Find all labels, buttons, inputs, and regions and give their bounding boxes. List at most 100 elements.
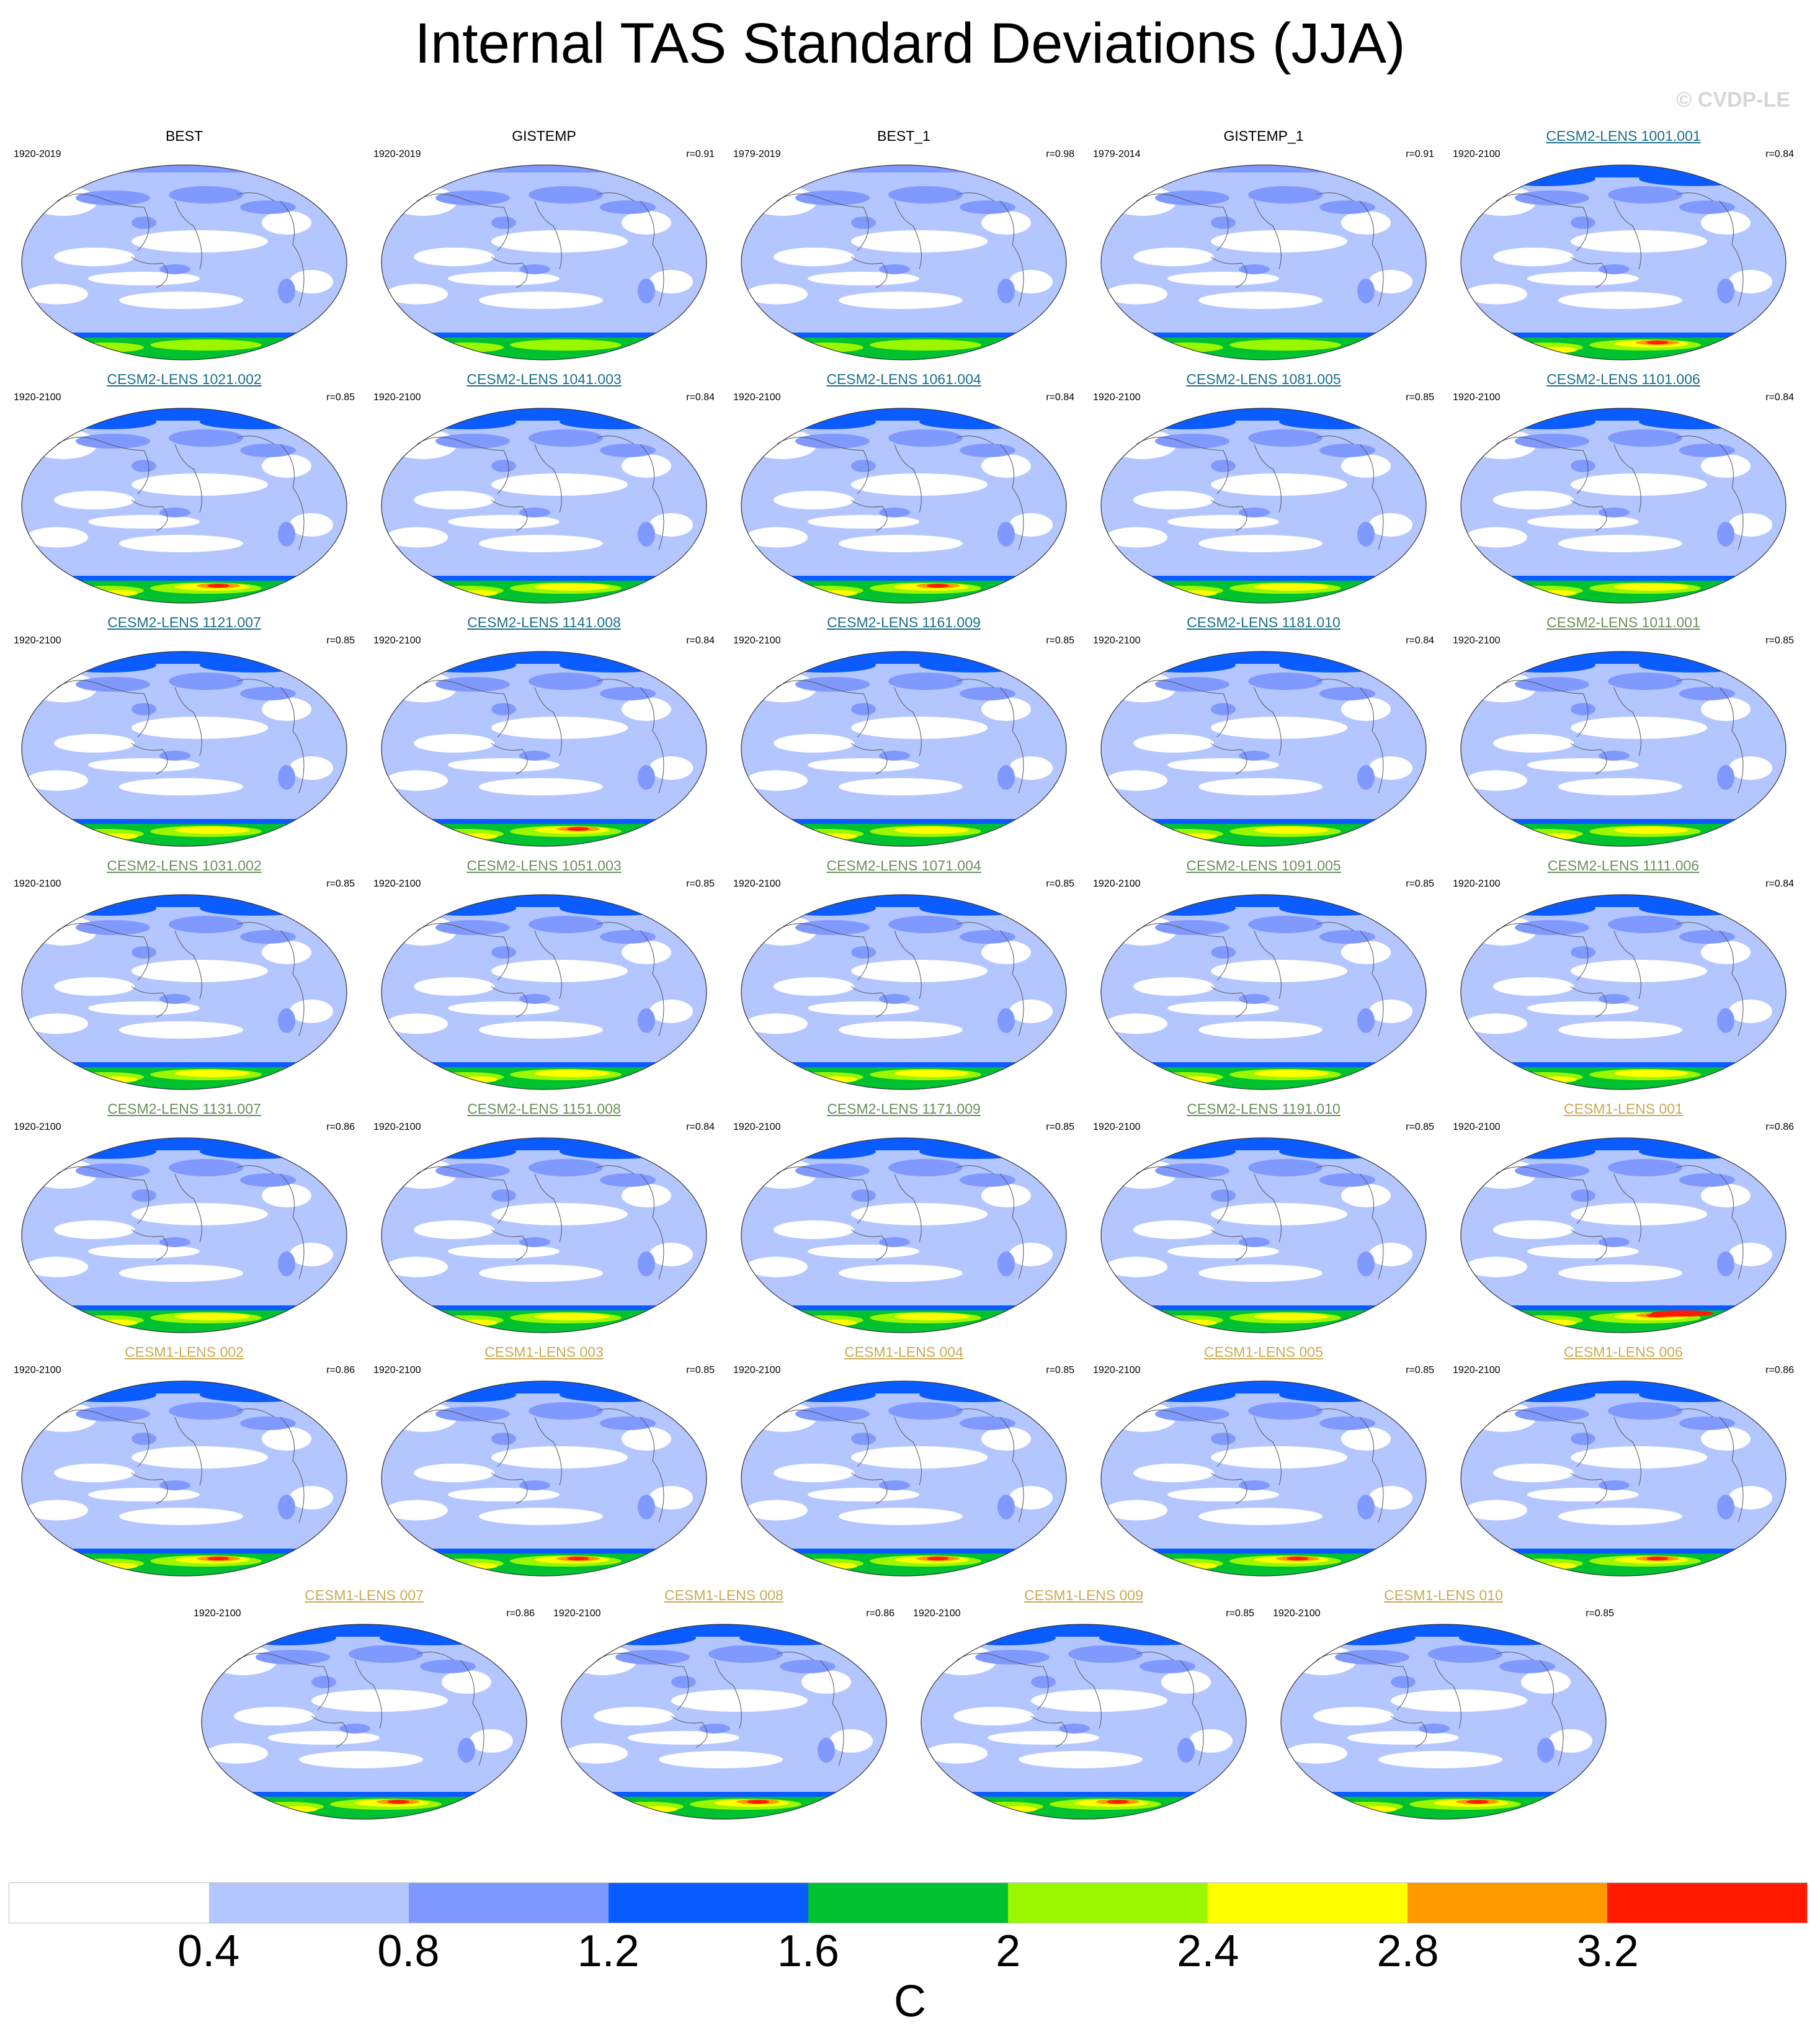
- colorbar-tick-label: 3.2: [1576, 1926, 1639, 1976]
- panel-title: CESM2-LENS 1041.003: [466, 371, 622, 387]
- world-map: [1460, 894, 1787, 1090]
- panel-pattern-correlation: r=0.85: [1406, 879, 1434, 889]
- panel-title: CESM2-LENS 1151.008: [467, 1101, 621, 1117]
- panel-pattern-correlation: r=0.85: [326, 392, 355, 403]
- map-panel: CESM2-LENS 1041.003 1920-2100 r=0.84: [368, 371, 720, 612]
- map-panel: CESM2-LENS 1111.006 1920-2100 r=0.84: [1448, 857, 1799, 1098]
- world-map: [741, 408, 1067, 604]
- panel-title: CESM1-LENS 007: [305, 1587, 424, 1603]
- colorbar-segment: [409, 1883, 609, 1923]
- map-panel: CESM2-LENS 1171.009 1920-2100 r=0.85: [728, 1101, 1079, 1341]
- panel-years: 1920-2100: [1453, 392, 1501, 403]
- panel-title: GISTEMP: [512, 128, 576, 144]
- map-panel: BEST_1 1979-2019 r=0.98: [728, 128, 1079, 369]
- map-panel: CESM2-LENS 1181.010 1920-2100 r=0.84: [1088, 614, 1439, 855]
- panel-pattern-correlation: r=0.91: [686, 149, 715, 159]
- panel-pattern-correlation: r=0.85: [1046, 879, 1074, 889]
- world-map: [1280, 1624, 1607, 1820]
- panel-pattern-correlation: r=0.84: [1406, 635, 1434, 646]
- panel-pattern-correlation: r=0.84: [1765, 879, 1794, 889]
- colorbar-segment: [9, 1883, 209, 1923]
- world-map: [741, 651, 1067, 847]
- panel-pattern-correlation: r=0.85: [326, 879, 355, 889]
- map-panel: CESM1-LENS 007 1920-2100 r=0.86: [189, 1587, 540, 1828]
- world-map: [381, 164, 707, 360]
- map-panel: CESM2-LENS 1131.007 1920-2100 r=0.86: [9, 1101, 360, 1341]
- world-map: [381, 408, 707, 604]
- world-map: [21, 164, 347, 360]
- panel-title: CESM2-LENS 1081.005: [1186, 371, 1341, 387]
- panel-years: 1920-2100: [733, 1365, 781, 1376]
- panel-title: CESM2-LENS 1031.002: [107, 857, 262, 874]
- panel-title: CESM2-LENS 1101.006: [1546, 371, 1700, 387]
- colorbar-segment: [1407, 1883, 1607, 1923]
- panel-pattern-correlation: r=0.85: [1046, 635, 1074, 646]
- colorbar-tick-label: 1.6: [777, 1926, 839, 1976]
- panel-years: 1920-2100: [1093, 879, 1141, 889]
- panel-years: 1920-2100: [1093, 1365, 1141, 1376]
- panel-title: CESM2-LENS 1021.002: [107, 371, 262, 387]
- panel-pattern-correlation: r=0.84: [1765, 149, 1794, 159]
- world-map: [741, 164, 1067, 360]
- world-map: [381, 1137, 707, 1333]
- panel-title: CESM2-LENS 1141.008: [467, 614, 621, 630]
- world-map: [1100, 164, 1427, 360]
- panel-years: 1920-2100: [373, 1122, 421, 1132]
- world-map: [381, 894, 707, 1090]
- map-panel: CESM2-LENS 1071.004 1920-2100 r=0.85: [728, 857, 1079, 1098]
- panel-title: CESM1-LENS 009: [1024, 1587, 1143, 1603]
- world-map: [1460, 408, 1787, 604]
- panel-title: CESM1-LENS 005: [1204, 1344, 1323, 1360]
- panel-years: 1920-2100: [373, 635, 421, 646]
- panel-years: 1920-2100: [14, 392, 61, 403]
- map-panel: CESM2-LENS 1011.001 1920-2100 r=0.85: [1448, 614, 1799, 855]
- panel-pattern-correlation: r=0.98: [1046, 149, 1074, 159]
- panel-title: BEST: [165, 128, 203, 144]
- world-map: [381, 1380, 707, 1577]
- colorbar-segment: [1607, 1883, 1807, 1923]
- watermark: © CVDP-LE: [1676, 88, 1790, 112]
- panel-title: CESM1-LENS 010: [1384, 1587, 1503, 1603]
- panel-years: 1920-2100: [373, 392, 421, 403]
- colorbar-segment: [1208, 1883, 1407, 1923]
- world-map: [1100, 408, 1427, 604]
- colorbar-tick-label: 1.2: [577, 1926, 640, 1976]
- panel-years: 1920-2100: [1093, 1122, 1141, 1132]
- colorbar-units: C: [894, 1977, 926, 2026]
- world-map: [1460, 1137, 1787, 1333]
- panel-years: 1920-2100: [1453, 635, 1501, 646]
- panel-title: CESM2-LENS 1011.001: [1546, 614, 1700, 630]
- map-panel: CESM2-LENS 1001.001 1920-2100 r=0.84: [1448, 128, 1799, 369]
- map-panel: CESM2-LENS 1081.005 1920-2100 r=0.85: [1088, 371, 1439, 612]
- panel-title: CESM1-LENS 004: [844, 1344, 963, 1360]
- colorbar-segment: [209, 1883, 409, 1923]
- panel-years: 1920-2019: [14, 149, 61, 159]
- world-map: [561, 1624, 887, 1820]
- panel-pattern-correlation: r=0.86: [866, 1608, 894, 1619]
- world-map: [1100, 651, 1427, 847]
- panel-years: 1920-2100: [1453, 879, 1501, 889]
- panel-pattern-correlation: r=0.84: [686, 392, 715, 403]
- panel-pattern-correlation: r=0.84: [1765, 392, 1794, 403]
- panel-title: CESM2-LENS 1071.004: [826, 857, 981, 874]
- panel-years: 1920-2100: [553, 1608, 601, 1619]
- colorbar: [9, 1882, 1808, 1923]
- panel-years: 1920-2100: [373, 879, 421, 889]
- colorbar-tick-label: 2: [996, 1926, 1021, 1976]
- world-map: [21, 894, 347, 1090]
- colorbar-segment: [1008, 1883, 1208, 1923]
- world-map: [381, 651, 707, 847]
- panel-years: 1920-2100: [14, 1122, 61, 1132]
- map-panel: CESM2-LENS 1191.010 1920-2100 r=0.85: [1088, 1101, 1439, 1341]
- panel-years: 1920-2100: [1453, 149, 1501, 159]
- world-map: [1460, 1380, 1787, 1577]
- panel-pattern-correlation: r=0.85: [1586, 1608, 1614, 1619]
- map-panel: CESM1-LENS 005 1920-2100 r=0.85: [1088, 1344, 1439, 1585]
- colorbar-segment: [609, 1883, 808, 1923]
- panel-pattern-correlation: r=0.85: [326, 635, 355, 646]
- panel-pattern-correlation: r=0.85: [1406, 1122, 1434, 1132]
- map-panel: CESM2-LENS 1121.007 1920-2100 r=0.85: [9, 614, 360, 855]
- map-panel: CESM2-LENS 1141.008 1920-2100 r=0.84: [368, 614, 720, 855]
- panel-title: CESM2-LENS 1171.009: [827, 1101, 981, 1117]
- panel-title: BEST_1: [877, 128, 930, 144]
